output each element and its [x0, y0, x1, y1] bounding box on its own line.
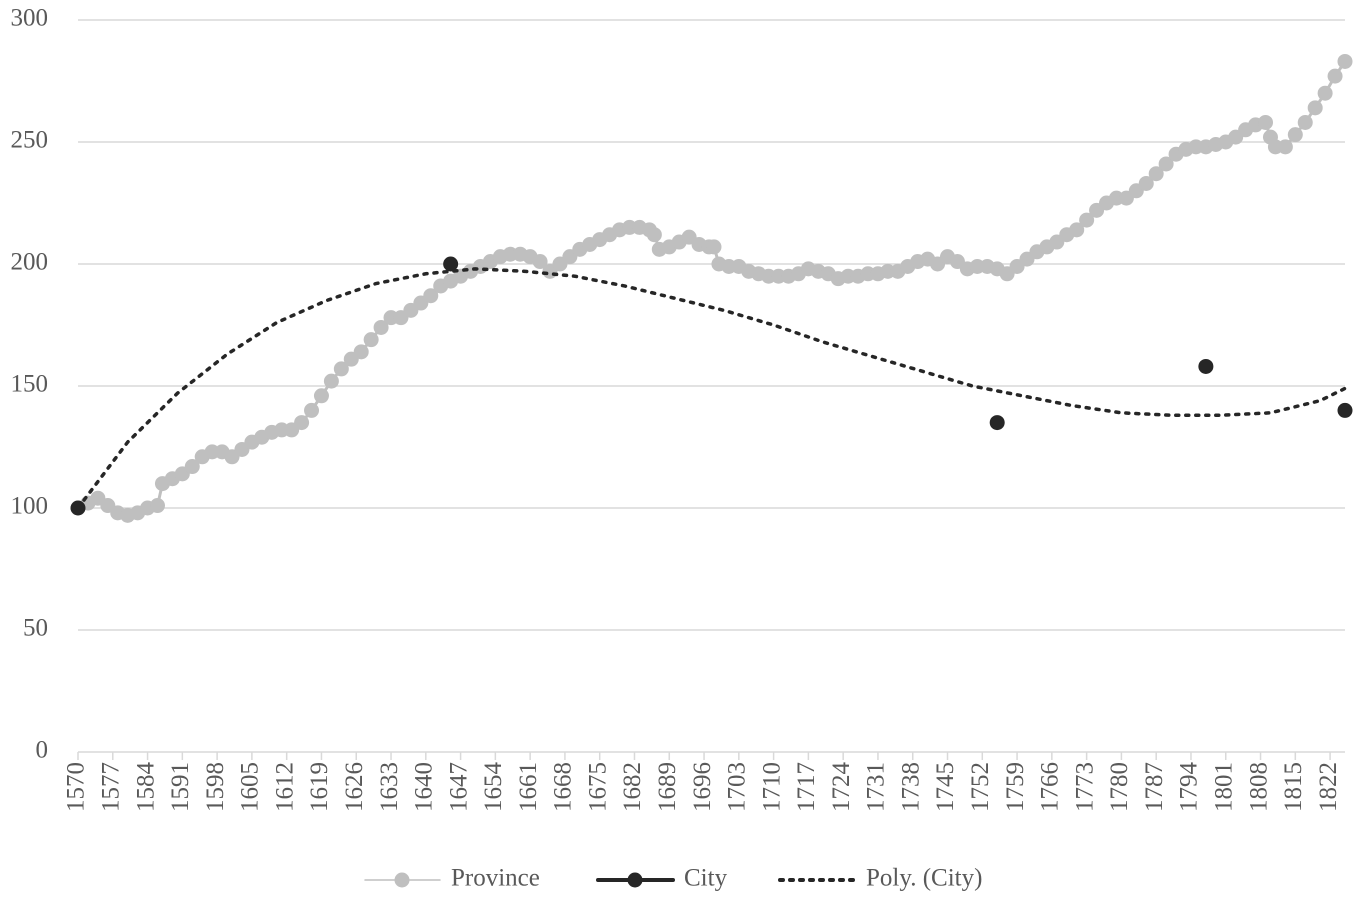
data-point: [443, 256, 459, 272]
x-tick-label: 1731: [863, 762, 890, 812]
data-point: [646, 227, 662, 243]
x-tick-label: 1619: [306, 762, 333, 812]
x-tick-label: 1654: [480, 762, 507, 813]
data-point: [1337, 53, 1353, 69]
x-tick-label: 1598: [202, 762, 229, 812]
y-tick-label: 50: [23, 615, 48, 642]
data-point: [532, 254, 548, 270]
y-tick-label: 150: [11, 371, 49, 398]
data-point: [1287, 127, 1303, 143]
y-tick-label: 300: [11, 5, 49, 32]
data-point: [1158, 156, 1174, 172]
legend-label: City: [684, 865, 728, 892]
x-tick-label: 1668: [550, 762, 577, 812]
data-point: [1307, 100, 1323, 116]
x-tick-label: 1605: [237, 762, 264, 812]
data-point: [1079, 212, 1095, 228]
data-point: [1277, 139, 1293, 155]
x-tick-label: 1773: [1071, 762, 1098, 812]
x-tick-label: 1738: [897, 762, 924, 812]
y-tick-label: 200: [11, 249, 49, 276]
x-tick-label: 1724: [828, 762, 855, 813]
x-tick-label: 1584: [132, 762, 159, 813]
x-tick-label: 1682: [619, 762, 646, 812]
data-point: [1148, 166, 1164, 182]
x-tick-label: 1752: [967, 762, 994, 812]
y-tick-label: 100: [11, 493, 49, 520]
x-tick-label: 1661: [515, 762, 542, 812]
data-point: [353, 344, 369, 360]
legend-marker: [394, 872, 410, 888]
x-tick-label: 1717: [793, 762, 820, 812]
x-tick-label: 1696: [689, 762, 716, 812]
x-tick-label: 1570: [63, 762, 90, 812]
x-tick-label: 1822: [1315, 762, 1342, 812]
data-point: [149, 498, 165, 514]
x-tick-label: 1794: [1176, 762, 1203, 813]
data-point: [1138, 175, 1154, 191]
data-point: [304, 402, 320, 418]
x-tick-label: 1780: [1106, 762, 1133, 812]
x-tick-label: 1647: [445, 762, 472, 812]
data-point: [1327, 68, 1343, 84]
x-tick-label: 1689: [654, 762, 681, 812]
data-point: [1337, 402, 1353, 418]
x-tick-label: 1815: [1280, 762, 1307, 812]
data-point: [1198, 358, 1214, 374]
x-tick-label: 1801: [1210, 762, 1237, 812]
x-tick-label: 1710: [758, 762, 785, 812]
x-tick-label: 1759: [1002, 762, 1029, 812]
x-tick-label: 1808: [1245, 762, 1272, 812]
data-point: [423, 288, 439, 304]
x-tick-label: 1675: [584, 762, 611, 812]
x-tick-label: 1626: [341, 762, 368, 812]
data-point: [323, 373, 339, 389]
x-tick-label: 1612: [271, 762, 298, 812]
x-tick-label: 1745: [932, 762, 959, 812]
data-point: [313, 388, 329, 404]
x-tick-label: 1577: [98, 762, 125, 812]
data-point: [706, 239, 722, 255]
legend-label: Poly. (City): [866, 865, 982, 892]
data-point: [333, 361, 349, 377]
x-tick-label: 1591: [167, 762, 194, 812]
data-point: [1258, 114, 1274, 130]
x-tick-label: 1640: [411, 762, 438, 812]
legend-marker: [627, 872, 643, 888]
data-point: [1297, 114, 1313, 130]
data-point: [184, 459, 200, 475]
series-line: [76, 59, 1347, 517]
data-point: [363, 332, 379, 348]
data-point: [294, 415, 310, 431]
data-point: [373, 319, 389, 335]
data-point: [1069, 222, 1085, 238]
x-tick-label: 1633: [376, 762, 403, 812]
legend-label: Province: [451, 865, 540, 892]
x-tick-label: 1766: [1037, 762, 1064, 812]
data-point: [1317, 85, 1333, 101]
series-line: [76, 267, 1347, 510]
y-tick-label: 250: [11, 127, 49, 154]
data-point: [989, 415, 1005, 431]
x-tick-label: 1787: [1141, 762, 1168, 812]
x-tick-label: 1703: [724, 762, 751, 812]
y-tick-label: 0: [36, 737, 49, 764]
